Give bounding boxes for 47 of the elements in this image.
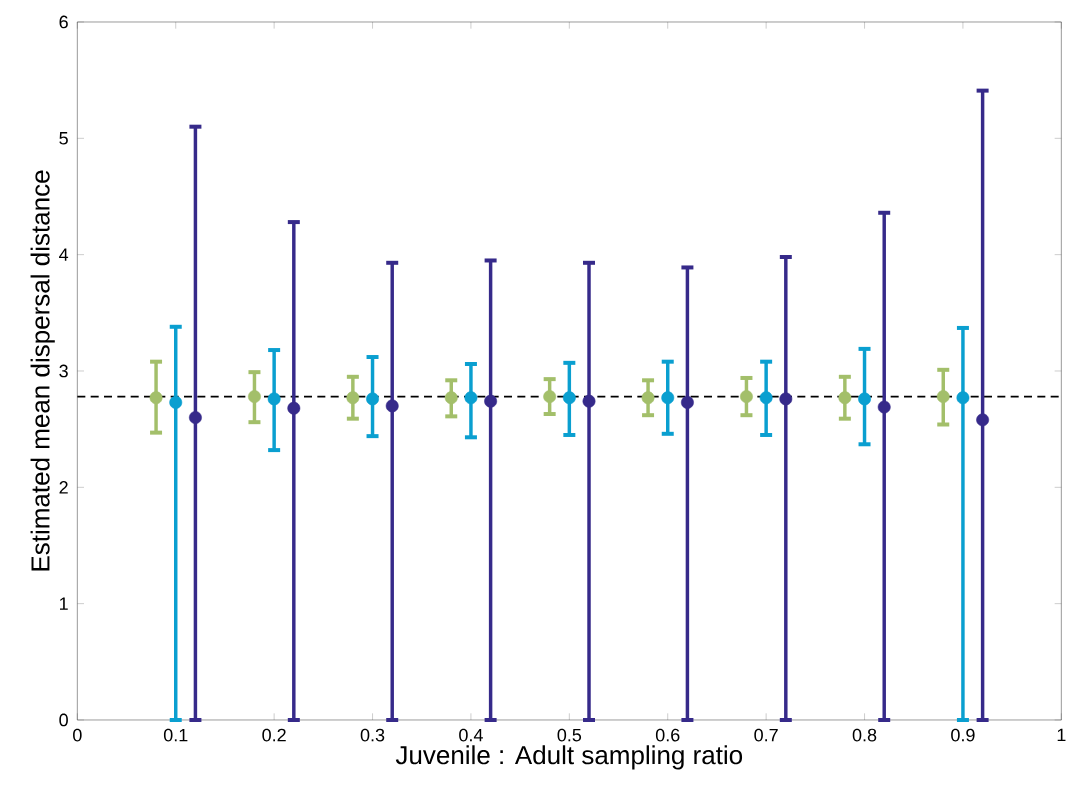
point	[740, 390, 753, 403]
x-tick-label: 0.7	[754, 728, 778, 742]
point	[346, 391, 360, 405]
point	[444, 391, 458, 405]
y-tick-label: 6	[59, 15, 68, 29]
point	[877, 400, 891, 414]
y-axis-title: Estimated mean dispersal distance	[30, 170, 55, 571]
point	[838, 391, 852, 405]
point	[681, 395, 694, 409]
x-tick-label: 0.3	[360, 728, 385, 742]
x-tick-label: 0.9	[951, 728, 975, 742]
x-tick-label: 0.4	[459, 728, 483, 742]
point	[936, 390, 950, 403]
point	[169, 395, 183, 409]
point	[464, 391, 478, 405]
point	[189, 411, 202, 424]
point	[562, 391, 576, 405]
x-axis-title: Juvenile : Adult sampling ratio	[395, 745, 743, 770]
x-tick-label: 0.8	[852, 728, 877, 742]
point	[858, 392, 871, 406]
x-tick-label: 0	[73, 728, 82, 742]
x-tick-label: 1	[1057, 728, 1066, 742]
point	[287, 401, 301, 415]
point	[582, 394, 596, 408]
point	[661, 391, 675, 405]
y-tick-label: 0	[59, 713, 68, 727]
y-tick-label: 4	[59, 248, 69, 261]
point	[641, 391, 655, 405]
point	[956, 391, 970, 405]
x-tick-label: 0.6	[655, 728, 680, 742]
point	[543, 390, 557, 403]
point	[759, 391, 773, 405]
point	[366, 392, 379, 406]
x-tick-label: 0.2	[262, 728, 286, 742]
y-tick-label: 5	[59, 132, 68, 145]
point	[779, 392, 793, 406]
point	[267, 392, 281, 406]
x-tick-label: 0.5	[557, 728, 582, 742]
x-tick-label: 0.1	[163, 728, 188, 742]
point	[976, 413, 990, 427]
point	[248, 390, 261, 403]
y-tick-label: 3	[59, 364, 68, 378]
point	[149, 391, 163, 405]
y-tick-label: 2	[59, 481, 68, 494]
y-tick-label: 1	[60, 597, 68, 610]
point	[484, 394, 498, 408]
point	[385, 399, 399, 413]
